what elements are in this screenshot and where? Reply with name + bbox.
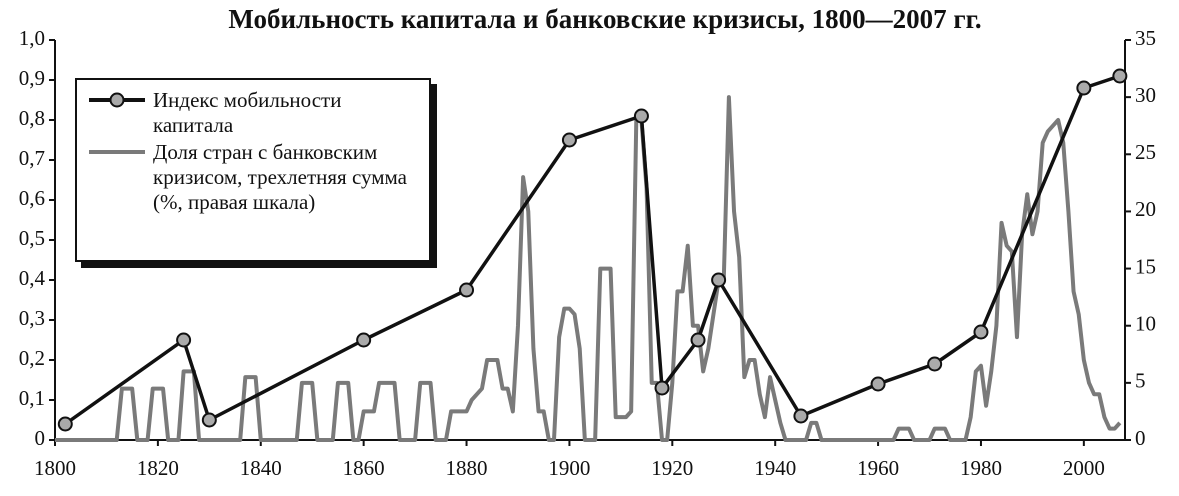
x-tick-label: 1920 (651, 456, 693, 480)
legend-item: Доля стран с банковским кризисом, трехле… (87, 140, 419, 215)
y-tick-label: 0,1 (19, 386, 45, 410)
series-marker (654, 380, 670, 396)
series-marker (176, 332, 192, 348)
y-tick-label: 1,0 (19, 26, 45, 50)
x-tick-label: 1820 (137, 456, 179, 480)
series-line (64, 74, 1121, 426)
x-tick-label: 1940 (754, 456, 796, 480)
series-marker (1112, 68, 1128, 84)
series-marker (356, 332, 372, 348)
series-marker (1076, 80, 1092, 96)
legend-item: Индекс мобильности капитала (87, 88, 419, 138)
y-tick-label: 0,8 (19, 106, 45, 130)
y-tick-label: 0,2 (19, 346, 45, 370)
y-tick-label: 0,7 (19, 146, 45, 170)
series-marker (633, 108, 649, 124)
x-tick-label: 1960 (857, 456, 899, 480)
series-marker (201, 412, 217, 428)
legend-swatch (89, 150, 145, 154)
legend-swatch (89, 92, 145, 108)
series-marker (927, 356, 943, 372)
series-marker (690, 332, 706, 348)
y-tick-label: 0,5 (19, 226, 45, 250)
y2-tick-label: 10 (1135, 312, 1156, 336)
legend: Индекс мобильности капитала Доля стран с … (75, 78, 431, 262)
series-marker (973, 324, 989, 340)
y2-tick-label: 25 (1135, 140, 1156, 164)
y-tick-label: 0,9 (19, 66, 45, 90)
series-marker (561, 132, 577, 148)
y2-tick-label: 30 (1135, 83, 1156, 107)
x-tick-label: 2000 (1063, 456, 1105, 480)
y2-tick-label: 15 (1135, 254, 1156, 278)
y2-tick-label: 5 (1135, 369, 1146, 393)
series-line (55, 95, 1122, 442)
y-tick-label: 0,6 (19, 186, 45, 210)
y2-tick-label: 35 (1135, 26, 1156, 50)
y2-tick-label: 0 (1135, 426, 1146, 450)
series-marker (459, 282, 475, 298)
series-marker (711, 272, 727, 288)
legend-label: Индекс мобильности капитала (153, 88, 342, 137)
x-tick-label: 1980 (960, 456, 1002, 480)
x-tick-label: 1860 (343, 456, 385, 480)
chart-title: Мобильность капитала и банковские кризис… (228, 4, 981, 34)
series-marker (57, 416, 73, 432)
x-tick-label: 1800 (34, 456, 76, 480)
y-tick-label: 0 (35, 426, 46, 450)
y-tick-label: 0,3 (19, 306, 45, 330)
x-tick-label: 1880 (446, 456, 488, 480)
x-tick-label: 1840 (240, 456, 282, 480)
series-marker (870, 376, 886, 392)
x-tick-label: 1900 (548, 456, 590, 480)
y2-tick-label: 20 (1135, 197, 1156, 221)
legend-marker (109, 92, 125, 108)
series-marker (793, 408, 809, 424)
y-tick-label: 0,4 (19, 266, 46, 290)
legend-label: Доля стран с банковским кризисом, трехле… (153, 140, 407, 214)
